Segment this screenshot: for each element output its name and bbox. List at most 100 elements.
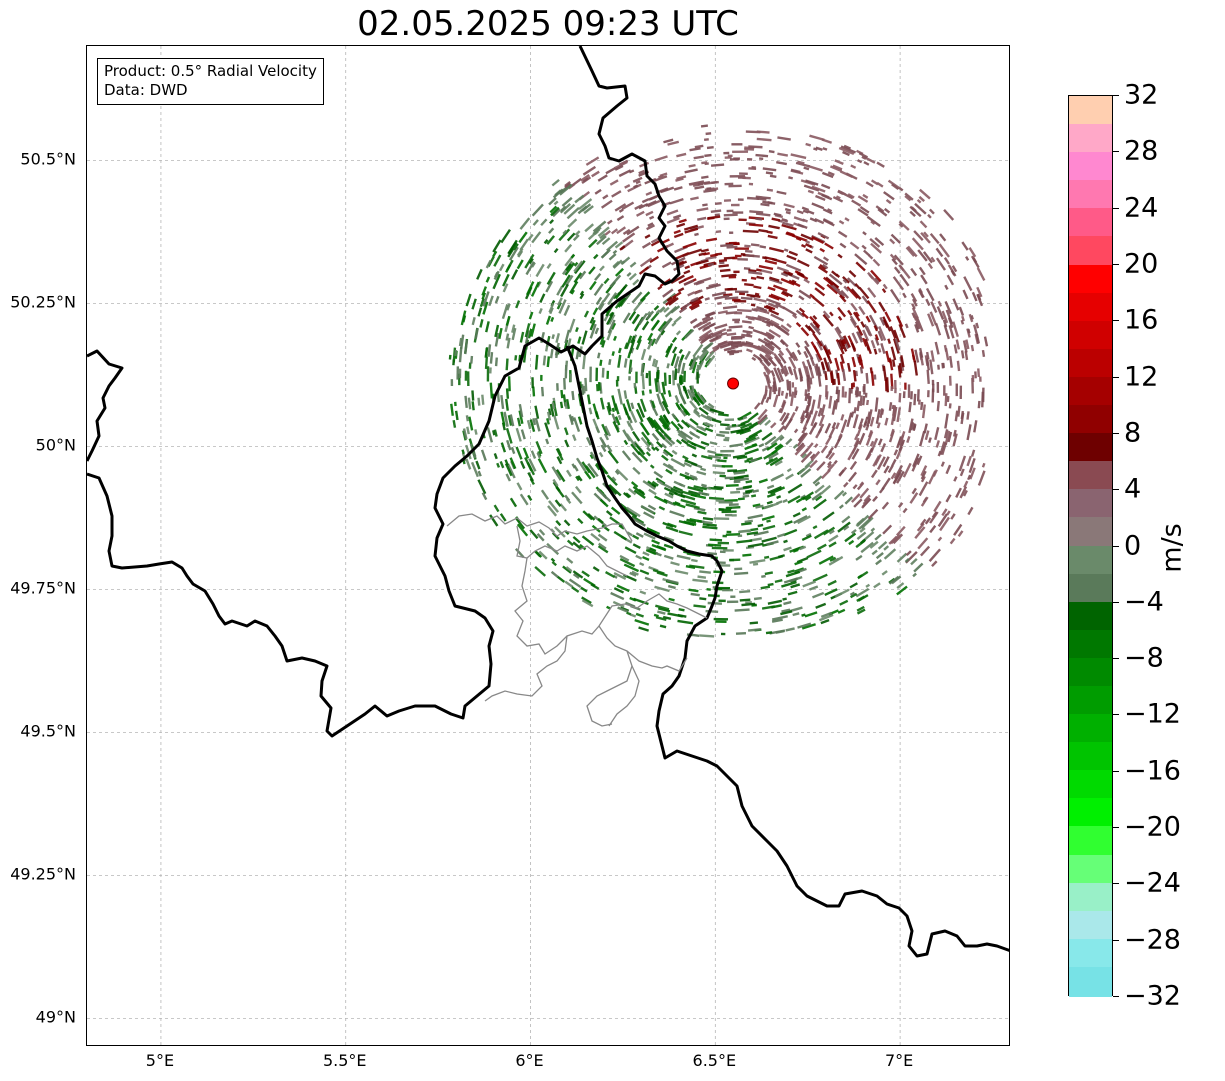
echo-dash (930, 350, 935, 362)
echo-dash (943, 344, 948, 352)
echo-dash (724, 436, 730, 440)
echo-dash (783, 270, 793, 277)
echo-dash (800, 233, 814, 241)
echo-dash (676, 383, 684, 399)
echo-dash (555, 469, 566, 483)
echo-dash (831, 282, 839, 289)
echo-dash (763, 366, 771, 376)
echo-dash (780, 277, 795, 286)
echo-dash (672, 501, 686, 509)
echo-dash (761, 536, 777, 543)
echo-dash (854, 311, 860, 318)
echo-dash (617, 354, 622, 368)
echo-dash (914, 349, 920, 363)
echo-dash (501, 303, 509, 320)
echo-dash (723, 256, 735, 260)
echo-dash (794, 560, 803, 566)
echo-dash (842, 276, 850, 284)
echo-dash (918, 266, 926, 276)
echo-dash (732, 211, 744, 214)
echo-dash (750, 303, 756, 307)
echo-dash (630, 443, 641, 456)
echo-dash (550, 570, 559, 578)
echo-dash (881, 288, 887, 294)
echo-dash (470, 461, 479, 478)
echo-dash (788, 250, 798, 257)
echo-dash (672, 485, 683, 492)
echo-dash (721, 465, 733, 468)
echo-dash (466, 371, 470, 387)
echo-dash (854, 282, 861, 290)
echo-dash (735, 631, 747, 635)
echo-dash (934, 322, 942, 336)
echo-dash (488, 295, 494, 307)
echo-dash (602, 292, 611, 303)
echo-dash (691, 453, 698, 458)
echo-dash (646, 417, 655, 429)
echo-dash (581, 330, 588, 345)
echo-dash (640, 363, 644, 377)
echo-dash (746, 531, 759, 536)
echo-dash (481, 292, 487, 300)
echo-dash (902, 507, 908, 514)
echo-dash (715, 620, 727, 624)
echo-dash (962, 289, 969, 300)
echo-dash (896, 552, 908, 563)
echo-dash (697, 575, 707, 579)
echo-dash (722, 305, 738, 310)
echo-dash (505, 358, 509, 371)
colorbar-label: m/s (1156, 523, 1188, 573)
echo-dash (752, 489, 760, 493)
echo-dash (479, 319, 484, 328)
echo-dash (612, 249, 618, 255)
colorbar-tick-mark (1113, 827, 1119, 829)
echo-dash (869, 440, 875, 447)
echo-dash (607, 292, 618, 306)
echo-dash (756, 275, 765, 280)
echo-dash (772, 284, 788, 292)
echo-dash (563, 519, 571, 527)
echo-dash (858, 432, 866, 445)
echo-dash (653, 305, 660, 311)
echo-dash (809, 459, 818, 469)
echo-dash (559, 183, 573, 196)
echo-dash (790, 583, 801, 589)
echo-dash (738, 529, 751, 533)
echo-dash (760, 585, 771, 590)
echo-dash (618, 208, 624, 213)
echo-dash (692, 343, 704, 358)
echo-dash (480, 449, 487, 462)
echo-dash (971, 291, 978, 302)
echo-dash (804, 495, 812, 502)
echo-dash (724, 476, 735, 480)
echo-dash (830, 370, 835, 386)
echo-dash (820, 361, 826, 371)
echo-dash (684, 350, 691, 360)
echo-dash (700, 248, 709, 253)
echo-dash (662, 450, 669, 457)
echo-dash (572, 535, 581, 544)
echo-dash (571, 491, 583, 505)
echo-dash (827, 171, 835, 176)
echo-dash (489, 367, 492, 374)
echo-dash (601, 339, 606, 348)
echo-dash (648, 194, 660, 201)
echo-dash (565, 498, 572, 504)
echo-dash (519, 331, 525, 343)
echo-dash (610, 591, 625, 601)
map-area[interactable] (86, 45, 1010, 1046)
echo-dash (591, 170, 600, 178)
echo-dash (701, 483, 707, 488)
echo-dash (465, 293, 472, 307)
echo-dash (768, 357, 777, 367)
echo-dash (641, 241, 652, 249)
echo-dash (911, 457, 920, 472)
echo-dash (671, 291, 682, 299)
echo-dash (758, 228, 768, 233)
echo-dash (796, 349, 802, 356)
echo-dash (662, 288, 674, 298)
echo-dash (781, 218, 789, 223)
radar-site-marker[interactable] (727, 377, 740, 390)
echo-dash (659, 624, 667, 629)
echo-dash (563, 427, 569, 436)
